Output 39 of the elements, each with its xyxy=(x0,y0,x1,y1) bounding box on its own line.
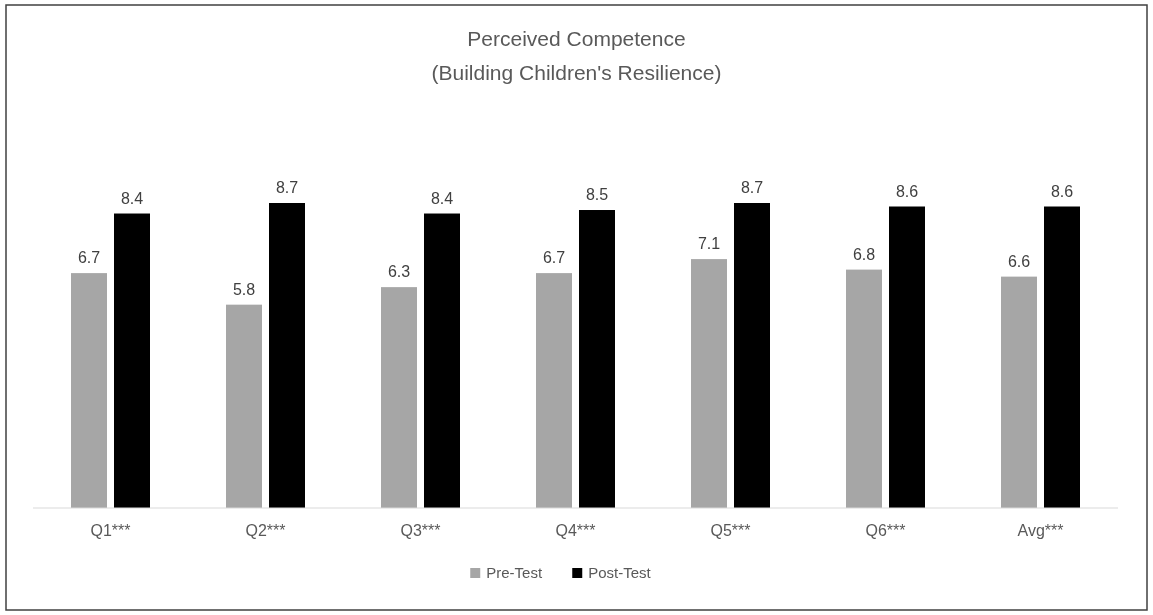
bar xyxy=(1044,206,1080,508)
bar xyxy=(381,287,417,508)
bar xyxy=(691,259,727,508)
x-tick-label: Q6*** xyxy=(865,522,906,539)
legend-label: Pre-Test xyxy=(486,564,543,581)
legend-label: Post-Test xyxy=(588,564,652,581)
x-tick-label: Q4*** xyxy=(555,522,596,539)
bar xyxy=(71,273,107,508)
data-label: 8.4 xyxy=(120,189,144,207)
x-tick-label: Avg*** xyxy=(1017,522,1064,539)
data-label: 7.1 xyxy=(697,235,721,253)
bar xyxy=(114,213,150,508)
data-label: 6.6 xyxy=(1007,252,1031,270)
bar xyxy=(424,213,460,508)
bar xyxy=(1001,276,1037,508)
bar xyxy=(269,203,305,508)
data-label: 5.8 xyxy=(232,280,256,298)
x-tick-label: Q1*** xyxy=(90,522,131,539)
data-label: 8.7 xyxy=(740,179,764,196)
bar xyxy=(226,304,262,508)
chart-subtitle: (Building Children's Resilience) xyxy=(431,61,722,84)
x-tick-label: Q2*** xyxy=(245,522,286,539)
bar xyxy=(846,269,882,508)
bar xyxy=(536,273,572,508)
data-label: 6.7 xyxy=(77,249,101,267)
data-label: 6.3 xyxy=(387,263,411,281)
data-label: 8.6 xyxy=(1050,182,1074,200)
bar xyxy=(889,206,925,508)
data-label: 6.8 xyxy=(852,245,876,263)
data-label: 8.5 xyxy=(585,186,609,204)
bar xyxy=(579,210,615,508)
bar xyxy=(734,203,770,508)
data-label: 8.7 xyxy=(275,179,299,196)
data-label: 8.4 xyxy=(430,189,454,207)
x-tick-label: Q5*** xyxy=(710,522,751,539)
x-tick-label: Q3*** xyxy=(400,522,441,539)
data-label: 8.6 xyxy=(895,182,919,200)
chart-title: Perceived Competence xyxy=(467,27,686,50)
data-label: 6.7 xyxy=(542,249,566,267)
